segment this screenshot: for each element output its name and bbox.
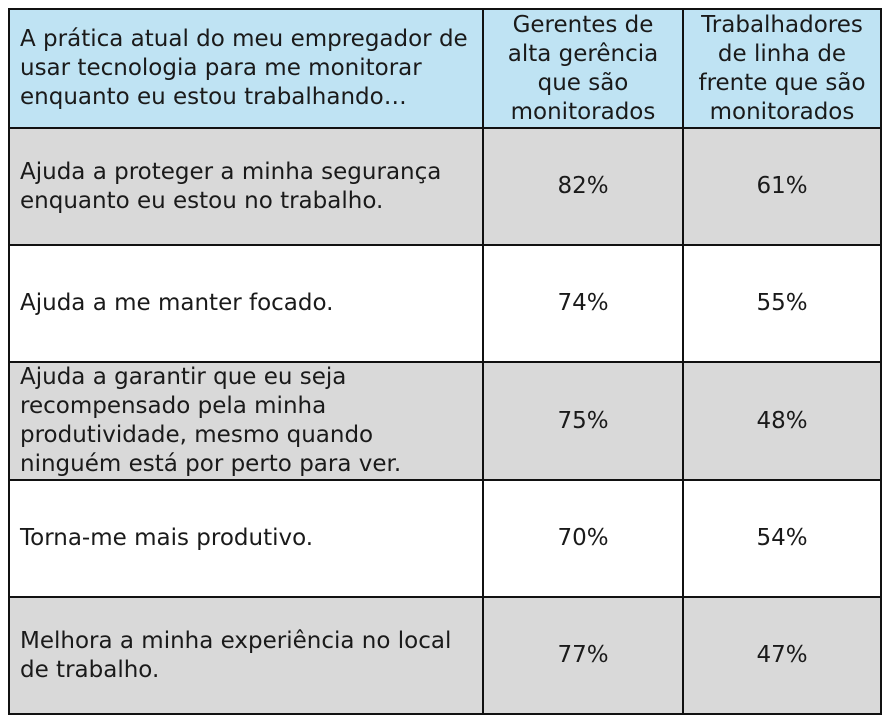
row-frontline-value: 61% <box>682 127 882 246</box>
survey-table: A prática atual do meu empregador de usa… <box>8 8 882 715</box>
row-frontline-value: 55% <box>682 244 882 363</box>
header-managers: Gerentes de alta gerência que são monito… <box>482 8 684 129</box>
row-managers-value: 75% <box>482 361 684 481</box>
table-row: Ajuda a garantir que eu seja recompensad… <box>8 361 882 481</box>
row-managers-value: 70% <box>482 479 684 598</box>
table-row: Ajuda a proteger a minha segurança enqua… <box>8 127 882 246</box>
table-row: Melhora a minha experiência no local de … <box>8 596 882 715</box>
row-frontline-value: 47% <box>682 596 882 715</box>
header-row: A prática atual do meu empregador de usa… <box>8 8 882 129</box>
row-statement: Ajuda a garantir que eu seja recompensad… <box>8 361 484 481</box>
table-row: Ajuda a me manter focado. 74% 55% <box>8 244 882 363</box>
row-statement: Ajuda a proteger a minha segurança enqua… <box>8 127 484 246</box>
row-statement: Torna-me mais produtivo. <box>8 479 484 598</box>
row-statement: Ajuda a me manter focado. <box>8 244 484 363</box>
header-statement: A prática atual do meu empregador de usa… <box>8 8 484 129</box>
row-frontline-value: 54% <box>682 479 882 598</box>
row-managers-value: 82% <box>482 127 684 246</box>
row-managers-value: 77% <box>482 596 684 715</box>
row-managers-value: 74% <box>482 244 684 363</box>
row-statement: Melhora a minha experiência no local de … <box>8 596 484 715</box>
header-frontline: Trabalhadores de linha de frente que são… <box>682 8 882 129</box>
table-row: Torna-me mais produtivo. 70% 54% <box>8 479 882 598</box>
row-frontline-value: 48% <box>682 361 882 481</box>
